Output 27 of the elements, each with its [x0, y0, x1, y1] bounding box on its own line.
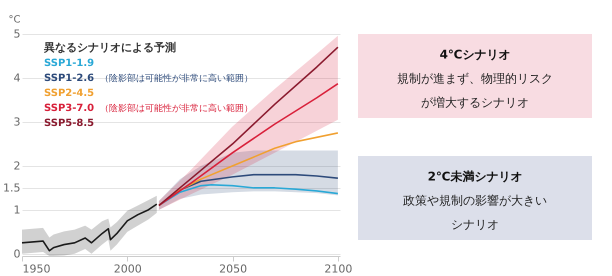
text: SSP1-2.6 — [44, 73, 94, 84]
y-tick-label: 2 — [14, 159, 20, 172]
text: SSP2-4.5 — [44, 88, 94, 99]
y-tick-label: 1 — [14, 203, 20, 216]
x-tick-label: 2000 — [114, 262, 142, 276]
x-tick-label: 2050 — [219, 262, 248, 276]
text: 4℃シナリオ — [440, 47, 510, 62]
y-tick-label: 5 — [14, 28, 20, 40]
line-series — [21, 203, 158, 252]
y-tick-label: 3 — [14, 115, 20, 128]
annotation: （陰影部は可能性が非常に高い範囲） — [100, 73, 253, 84]
text: 政策や規制の影響が大きい — [403, 193, 547, 208]
x-tick-label: 1950 — [22, 262, 50, 276]
text: 規制が進まず、物理的リスク — [397, 71, 553, 86]
text: シナリオ — [451, 217, 499, 232]
annotation: （陰影部は可能性が非常に高い範囲） — [100, 103, 253, 114]
y-tick-label: 0 — [14, 247, 20, 260]
text: SSP5-8.5 — [44, 118, 94, 129]
x-tick-label: 2100 — [324, 262, 352, 276]
text: SSP3-7.0 — [44, 103, 94, 114]
text: が増大するシナリオ — [421, 95, 529, 110]
legend-title: 異なるシナリオによる予測 — [43, 41, 176, 54]
text: 2℃未満シナリオ — [428, 169, 522, 184]
y-tick-label: 4 — [14, 71, 20, 84]
y-tick-label: 1.5 — [3, 181, 20, 194]
text: SSP1-1.9 — [44, 58, 94, 69]
y-axis-title: °C — [8, 14, 20, 26]
